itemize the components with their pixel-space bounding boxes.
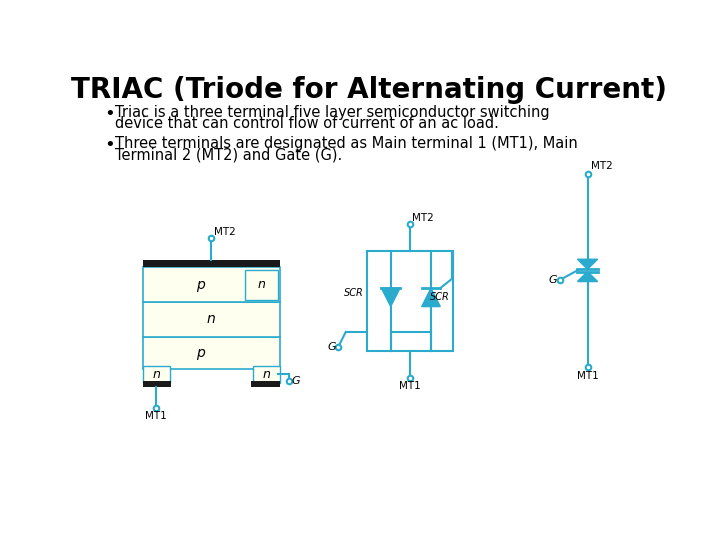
Text: n: n: [257, 278, 265, 291]
Text: TRIAC (Triode for Alternating Current): TRIAC (Triode for Alternating Current): [71, 76, 667, 104]
Text: G: G: [549, 275, 557, 285]
Text: p: p: [196, 278, 204, 292]
Text: •: •: [104, 105, 114, 123]
Text: MT2: MT2: [413, 213, 434, 222]
Text: n: n: [153, 368, 160, 381]
Text: SCR: SCR: [344, 288, 364, 299]
Polygon shape: [577, 272, 598, 281]
Text: device that can control flow of current of an ac load.: device that can control flow of current …: [114, 117, 499, 131]
Text: n: n: [207, 312, 216, 326]
Bar: [143, 302, 280, 336]
Text: MT2: MT2: [590, 161, 613, 171]
Polygon shape: [577, 259, 598, 269]
Bar: [143, 366, 170, 383]
Bar: [143, 267, 280, 302]
Text: Three terminals are designated as Main terminal 1 (MT1), Main: Three terminals are designated as Main t…: [114, 136, 577, 151]
Text: Terminal 2 (MT2) and Gate (G).: Terminal 2 (MT2) and Gate (G).: [114, 147, 342, 162]
Bar: [143, 336, 280, 369]
Bar: [143, 260, 280, 267]
Text: SCR: SCR: [429, 292, 449, 302]
Bar: [251, 381, 280, 387]
Bar: [253, 366, 280, 383]
Text: •: •: [104, 136, 114, 154]
Text: Triac is a three terminal five layer semiconductor switching: Triac is a three terminal five layer sem…: [114, 105, 549, 120]
Text: MT2: MT2: [214, 226, 235, 237]
Bar: [143, 381, 171, 387]
Bar: [245, 269, 277, 300]
Text: MT1: MT1: [577, 372, 598, 381]
Bar: [367, 251, 453, 351]
Text: G: G: [327, 342, 336, 353]
Polygon shape: [382, 288, 400, 307]
Text: MT1: MT1: [399, 381, 421, 391]
Text: G: G: [292, 375, 300, 386]
Text: n: n: [262, 368, 270, 381]
Text: MT1: MT1: [145, 411, 167, 421]
Polygon shape: [422, 288, 441, 307]
Text: p: p: [196, 346, 204, 360]
